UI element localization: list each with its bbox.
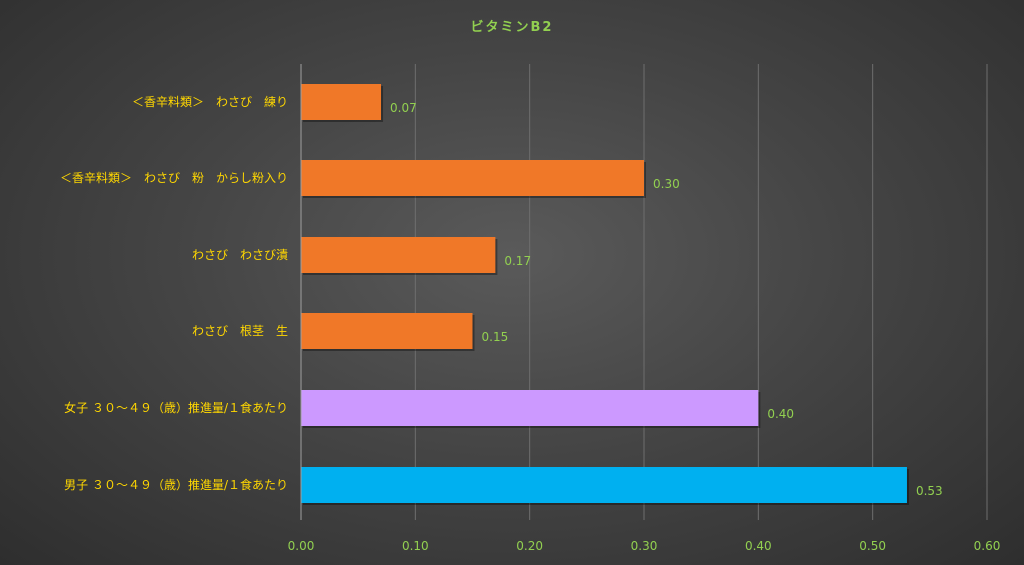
category-label: 男子 ３０～４９（歳）推進量/１食あたり xyxy=(64,477,288,492)
bar xyxy=(301,390,759,426)
data-labels: 0.07 0.30 0.17 0.15 0.40 0.53 xyxy=(390,101,943,498)
category-label: ＜香辛料類＞ わさび 練り xyxy=(132,95,288,109)
bar xyxy=(301,467,907,503)
category-label: わさび わさび漬 xyxy=(192,247,288,262)
bar xyxy=(301,313,473,349)
data-label: 0.30 xyxy=(653,177,680,191)
bar xyxy=(301,237,496,273)
bars xyxy=(301,84,909,505)
chart-title: ビタミンB2 xyxy=(471,19,554,35)
gridlines xyxy=(414,64,988,520)
x-tick-label: 0.20 xyxy=(516,539,543,553)
data-label: 0.40 xyxy=(767,407,794,421)
category-label: ＜香辛料類＞ わさび 粉 からし粉入り xyxy=(60,171,288,185)
x-tick-label: 0.30 xyxy=(631,539,658,553)
bar xyxy=(301,84,382,120)
x-tick-label: 0.10 xyxy=(402,539,429,553)
category-label: わさび 根茎 生 xyxy=(192,324,288,338)
category-label: 女子 ３０～４９（歳）推進量/１食あたり xyxy=(64,400,288,415)
x-tick-label: 0.00 xyxy=(288,539,315,553)
data-label: 0.07 xyxy=(390,101,417,115)
x-tick-labels: 0.00 0.10 0.20 0.30 0.40 0.50 0.60 xyxy=(288,539,1001,553)
bar xyxy=(301,160,644,196)
data-label: 0.15 xyxy=(482,330,509,344)
data-label: 0.17 xyxy=(504,254,531,268)
data-label: 0.53 xyxy=(916,484,943,498)
x-tick-label: 0.40 xyxy=(745,539,772,553)
x-tick-label: 0.60 xyxy=(974,539,1001,553)
x-tick-label: 0.50 xyxy=(859,539,886,553)
